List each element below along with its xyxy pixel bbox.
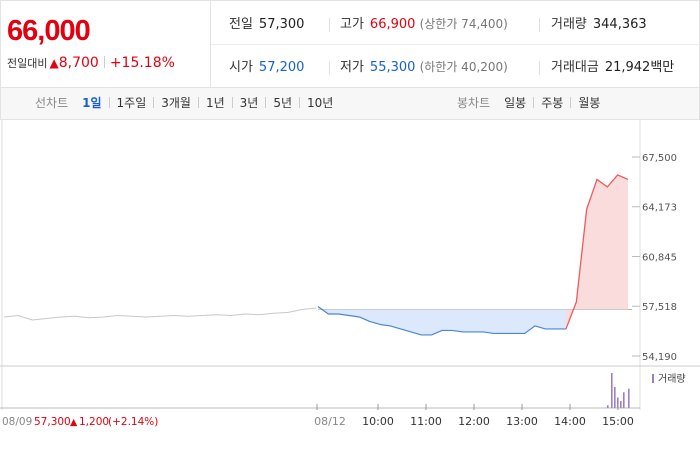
change-label: 전일대비	[7, 57, 48, 70]
divider	[539, 61, 540, 75]
down-area	[318, 306, 566, 335]
volume-bar	[614, 387, 616, 408]
y-tick-label: 67,500	[642, 153, 677, 164]
divider	[197, 97, 199, 108]
y-tick-label: 54,190	[642, 352, 677, 363]
change-row: 전일대비 ▲8,700 +15.18%	[7, 55, 175, 71]
divider	[153, 97, 155, 108]
prev-day-line	[3, 307, 317, 321]
prev-day-arrow: ▲	[70, 417, 78, 428]
price-chart-svg: 67,500 64,173 60,845 57,518 54,190 거래량 08/12 10…	[0, 120, 700, 428]
volume-legend-label: 거래량	[658, 373, 686, 385]
x-tick-label: 08/12	[314, 415, 346, 428]
amount-value: 21,942	[604, 60, 651, 75]
open-label: 시가	[229, 60, 253, 75]
candle-chart-tabs: 봉차트 일봉 주봉 월봉	[457, 88, 600, 119]
change-amount: 8,700	[58, 55, 99, 71]
today-down-line	[317, 306, 566, 336]
y-tick-label: 60,845	[642, 253, 677, 264]
y-tick-label: 64,173	[642, 203, 677, 214]
line-chart-tabs: 선차트 1일 1주일 3개월 1년 3년 5년 10년	[35, 88, 333, 119]
divider	[570, 97, 572, 108]
chart-tab-bar: 선차트 1일 1주일 3개월 1년 3년 5년 10년 봉차트 일봉 주봉 월봉	[0, 88, 700, 120]
quote-panel: 66,000 전일대비 ▲8,700 +15.18% 전일 57,300 고가 66,9…	[0, 0, 700, 88]
prev-day-change: 1,200	[79, 416, 109, 428]
divider	[329, 61, 330, 75]
open-cell: 시가 57,200	[229, 46, 304, 89]
y-tick-label: 57,518	[642, 302, 677, 313]
tab-line-0[interactable]: 1일	[82, 96, 102, 110]
amount-label: 거래대금	[551, 60, 599, 75]
open-value: 57,200	[258, 60, 305, 75]
tab-line-6[interactable]: 10년	[307, 96, 334, 110]
divider	[539, 18, 540, 32]
divider	[103, 56, 105, 68]
volume-label: 거래량	[551, 17, 587, 32]
x-tick-label: 12:00	[458, 415, 490, 428]
today-up-line	[565, 174, 629, 330]
tab-line-4[interactable]: 3년	[239, 96, 259, 110]
prev-close-cell: 전일 57,300	[229, 3, 304, 46]
upper-limit: (상한가 74,400)	[419, 17, 508, 31]
tab-candle-0[interactable]: 일봉	[504, 96, 527, 110]
change-percent: +15.18%	[109, 55, 175, 71]
tab-candle-1[interactable]: 주봉	[541, 96, 564, 110]
divider	[299, 97, 301, 108]
low-cell: 저가 55,300 (하한가 40,200)	[340, 46, 508, 89]
prev-close-label: 전일	[229, 17, 253, 32]
x-tick-label: 13:00	[506, 415, 538, 428]
high-cell: 고가 66,900 (상한가 74,400)	[340, 3, 508, 46]
amount-cell: 거래대금 21,942백만	[551, 46, 674, 89]
x-tick-label: 11:00	[410, 415, 442, 428]
prev-close-value: 57,300	[258, 17, 305, 32]
low-label: 저가	[340, 60, 364, 75]
tab-line-5[interactable]: 5년	[273, 96, 293, 110]
high-value: 66,900	[369, 17, 416, 32]
volume-bar	[623, 392, 625, 408]
prev-day-date: 08/09	[2, 416, 32, 428]
volume-bar	[628, 388, 630, 408]
lower-limit: (하한가 40,200)	[419, 60, 508, 74]
current-price-box: 66,000 전일대비 ▲8,700 +15.18%	[1, 1, 211, 88]
divider	[211, 44, 700, 45]
tab-line-2[interactable]: 3개월	[161, 96, 191, 110]
volume-value: 344,363	[592, 17, 647, 32]
divider	[231, 97, 233, 108]
line-chart-title: 선차트	[35, 96, 69, 110]
volume-bar	[620, 401, 622, 408]
amount-unit: 백만	[650, 60, 675, 75]
prev-day-close: 57,300	[34, 416, 71, 428]
volume-legend-icon	[652, 374, 654, 383]
current-price: 66,000	[7, 15, 91, 47]
x-tick-label: 14:00	[554, 415, 586, 428]
x-tick-label: 15:00	[602, 415, 634, 428]
volume-bar	[607, 405, 609, 408]
x-tick-label: 10:00	[362, 415, 394, 428]
up-arrow-icon: ▲	[49, 56, 59, 70]
tab-line-3[interactable]: 1년	[205, 96, 225, 110]
divider	[533, 97, 535, 108]
high-label: 고가	[340, 17, 364, 32]
divider	[265, 97, 267, 108]
tab-candle-2[interactable]: 월봉	[578, 96, 601, 110]
up-area	[566, 174, 628, 329]
prev-day-percent: (+2.14%)	[108, 416, 158, 428]
price-chart[interactable]: 67,500 64,173 60,845 57,518 54,190 거래량 08/12 10…	[0, 120, 700, 450]
candle-chart-title: 봉차트	[457, 96, 491, 110]
tab-line-1[interactable]: 1주일	[116, 96, 147, 110]
low-value: 55,300	[369, 60, 416, 75]
divider	[108, 97, 110, 108]
volume-bar	[617, 397, 619, 408]
volume-bar	[611, 373, 613, 408]
divider	[329, 18, 330, 32]
volume-cell: 거래량 344,363	[551, 3, 647, 46]
